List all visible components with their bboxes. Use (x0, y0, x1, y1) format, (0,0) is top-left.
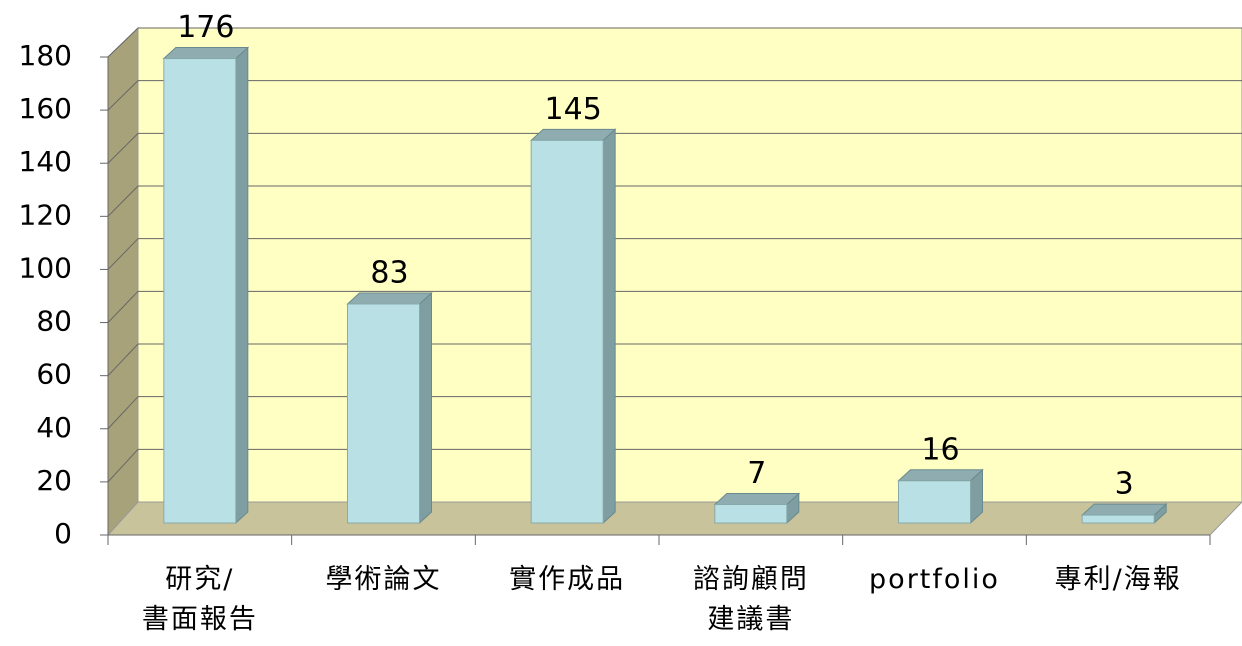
y-tick-label: 120 (19, 198, 72, 231)
grid-line (107, 343, 139, 377)
bar-side (235, 46, 249, 525)
grid-line (107, 396, 139, 430)
bar-top (1080, 503, 1168, 516)
grid-line (107, 448, 139, 483)
value-label: 83 (370, 255, 408, 290)
bar-top (162, 47, 250, 60)
x-tick-label: 實作成品 (509, 564, 626, 595)
value-label: 3 (1115, 467, 1134, 502)
grid-line (107, 290, 139, 323)
bar-top (897, 469, 984, 482)
value-label: 7 (747, 456, 766, 491)
x-tick-label: 研究/ 書面報告 (141, 564, 258, 635)
grid-line (107, 27, 139, 58)
grid-line (107, 185, 139, 217)
bar-top (713, 493, 801, 506)
y-tick-label: 80 (36, 305, 72, 338)
bar (898, 480, 971, 524)
grid-line (107, 80, 139, 111)
value-label: 176 (177, 10, 234, 45)
y-tick-label: 0 (54, 517, 72, 550)
x-tick-label: 學術論文 (325, 564, 442, 595)
bar-top (529, 128, 617, 141)
grid-line (107, 132, 139, 164)
side-wall (107, 26, 139, 537)
bar (530, 139, 604, 524)
x-tick-label: 諮詢顧問 建議書 (692, 564, 809, 635)
y-tick-label: 60 (36, 358, 72, 391)
value-label: 145 (545, 92, 602, 127)
bar-side (602, 128, 616, 525)
y-tick-label: 40 (36, 411, 72, 444)
bar-top (346, 292, 433, 305)
y-tick-label: 100 (19, 251, 72, 284)
bar-side (419, 291, 432, 525)
back-wall (137, 27, 1242, 503)
grid-line (107, 238, 139, 270)
x-tick-label: portfolio (869, 564, 1000, 595)
x-tick-label: 專利/海報 (1054, 564, 1182, 595)
y-tick-label: 140 (19, 145, 72, 178)
y-tick-label: 160 (19, 92, 72, 125)
value-label: 16 (921, 432, 959, 467)
y-tick-label: 180 (19, 39, 72, 72)
bar (714, 504, 788, 524)
floor (106, 501, 1242, 536)
bar (347, 303, 420, 524)
bar (163, 58, 237, 524)
bar (1081, 514, 1155, 524)
y-tick-label: 20 (36, 464, 72, 497)
